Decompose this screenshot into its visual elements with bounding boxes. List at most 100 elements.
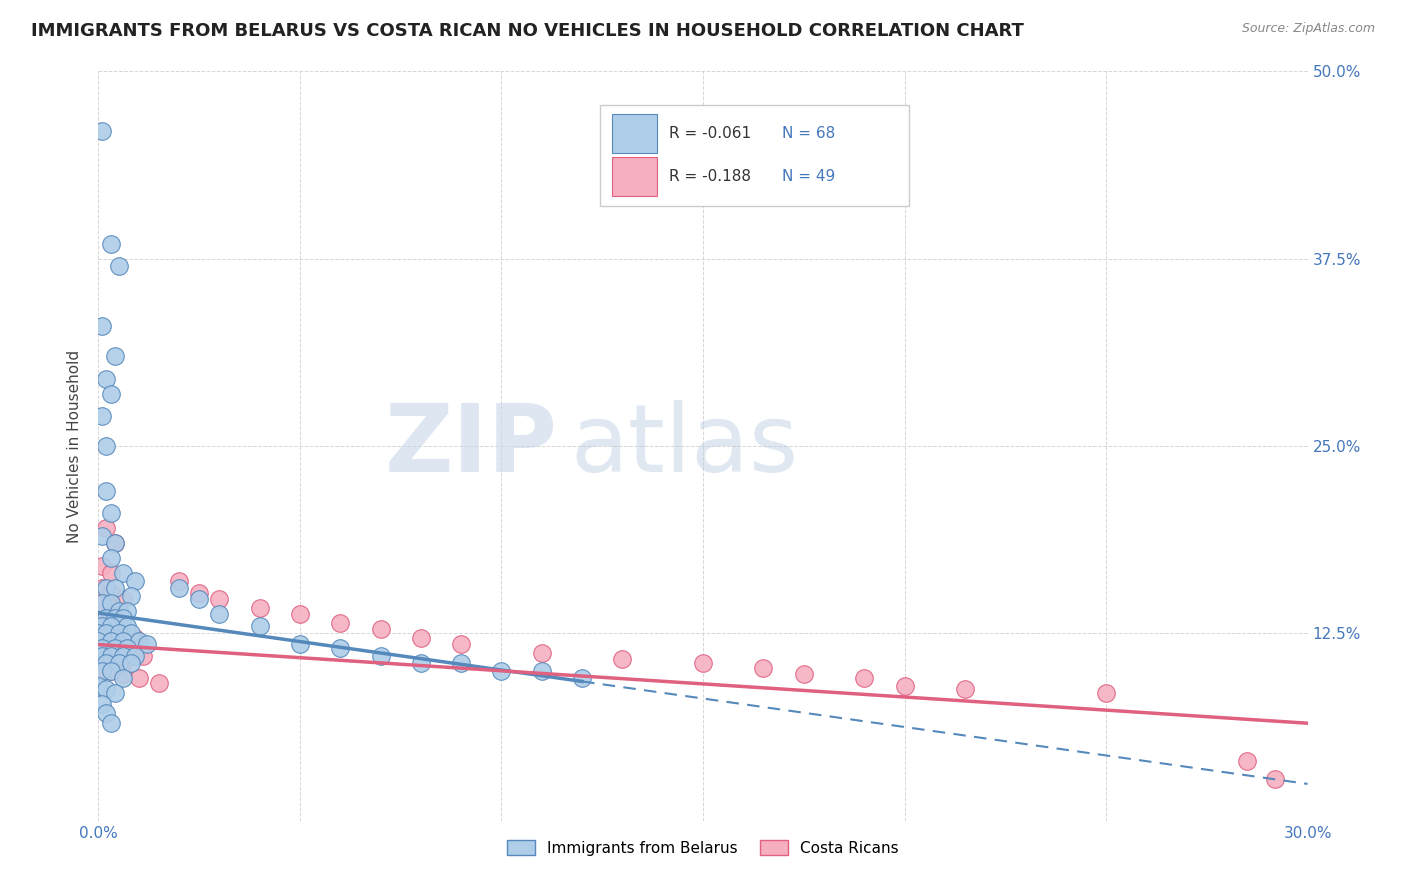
Point [100,386,122,401]
Point [120,589,142,603]
Point [103,611,125,625]
Point [107,657,129,671]
Point [167,574,190,588]
Point [530,646,553,660]
Point [692,657,714,671]
Point [91,558,114,573]
Point [1095,686,1118,700]
Point [96,681,118,696]
Point [111,666,134,681]
Point [115,626,138,640]
Point [96,582,118,596]
Point [115,604,138,618]
Text: IMMIGRANTS FROM BELARUS VS COSTA RICAN NO VEHICLES IN HOUSEHOLD CORRELATION CHAR: IMMIGRANTS FROM BELARUS VS COSTA RICAN N… [31,22,1024,40]
Point [111,591,134,606]
Point [752,661,775,675]
Point [329,641,352,656]
Point [107,626,129,640]
Point [96,619,118,633]
Point [249,619,271,633]
Point [91,582,114,596]
Point [96,626,118,640]
Text: N = 49: N = 49 [782,169,835,184]
Point [100,551,122,566]
Point [953,681,976,696]
Point [450,657,472,671]
Point [91,319,114,334]
Point [148,675,170,690]
Point [288,637,311,651]
Point [100,619,122,633]
Point [100,664,122,678]
Point [124,574,146,588]
FancyBboxPatch shape [613,157,657,195]
Point [249,600,271,615]
Point [208,591,231,606]
Point [111,671,134,685]
Point [893,679,915,693]
Point [329,615,352,630]
Point [91,648,114,663]
Point [87,633,110,648]
Point [103,622,125,636]
Point [111,566,134,581]
Point [128,671,150,685]
Point [128,633,150,648]
Point [96,483,118,498]
Point [107,641,129,656]
Point [96,611,118,625]
Point [91,648,114,663]
Point [87,679,110,693]
Point [96,657,118,671]
Point [111,611,134,625]
Point [103,582,125,596]
Point [91,596,114,610]
Point [103,536,125,550]
Point [103,686,125,700]
Point [91,529,114,543]
Point [91,661,114,675]
Point [87,626,110,640]
Point [107,607,129,621]
Point [124,631,146,645]
Point [96,371,118,385]
Point [409,631,432,645]
Point [120,657,142,671]
Text: Source: ZipAtlas.com: Source: ZipAtlas.com [1241,22,1375,36]
FancyBboxPatch shape [613,114,657,153]
Text: R = -0.188: R = -0.188 [669,169,751,184]
Point [91,697,114,711]
Point [612,652,634,666]
Point [91,641,114,656]
Point [91,409,114,423]
Point [100,633,122,648]
Point [100,664,122,678]
Text: atlas: atlas [569,400,799,492]
Point [91,124,114,138]
Point [208,607,231,621]
Point [530,664,553,678]
Text: R = -0.061: R = -0.061 [669,126,751,141]
FancyBboxPatch shape [600,105,908,206]
Point [111,657,134,671]
Point [188,586,211,600]
Point [100,507,122,521]
Point [132,648,155,663]
Point [87,615,110,630]
Point [1264,772,1286,786]
Point [107,259,129,273]
Point [793,666,815,681]
Point [188,591,211,606]
Point [115,619,138,633]
Point [120,626,142,640]
Point [100,652,122,666]
Point [115,641,138,656]
Point [100,586,122,600]
Point [370,622,392,636]
Point [100,600,122,615]
Point [100,596,122,610]
Point [103,641,125,656]
Point [111,633,134,648]
Point [96,637,118,651]
Point [853,671,876,685]
